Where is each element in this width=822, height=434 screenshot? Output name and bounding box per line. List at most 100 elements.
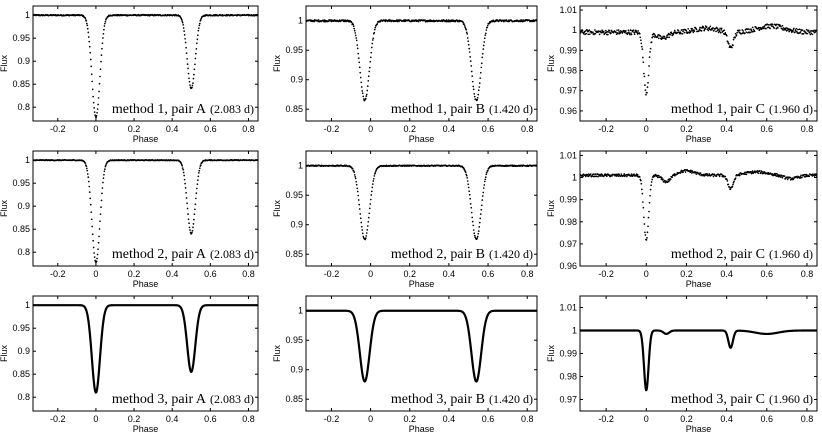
data-point [187, 218, 190, 221]
data-point [704, 27, 707, 30]
x-tick-label: 0.8 [801, 124, 814, 134]
data-point [373, 31, 376, 34]
data-point [479, 71, 482, 74]
data-point [620, 173, 623, 175]
data-point [783, 29, 785, 31]
data-point [200, 17, 203, 20]
data-point [600, 31, 603, 34]
data-point [472, 229, 475, 231]
data-point [685, 29, 687, 32]
data-point [368, 70, 371, 73]
data-point [705, 174, 708, 176]
x-tick-label: -0.2 [598, 414, 614, 424]
data-point [684, 171, 687, 173]
data-point [663, 35, 666, 38]
data-point [181, 167, 184, 169]
data-point [88, 40, 91, 43]
data-point [484, 34, 487, 37]
data-point [469, 197, 472, 200]
x-axis-title: Phase [686, 134, 712, 144]
data-point [374, 26, 377, 29]
data-point [600, 175, 602, 177]
data-point [482, 191, 485, 194]
data-point [763, 25, 766, 27]
data-point [99, 213, 102, 216]
data-point [90, 65, 93, 68]
y-tick-label: 0.8 [17, 392, 30, 402]
data-point [360, 225, 363, 228]
x-tick-label: 0.4 [166, 414, 179, 424]
data-point [640, 42, 643, 45]
panel-label-period: (1.960 d) [769, 247, 813, 261]
data-point [587, 175, 590, 178]
data-point [185, 197, 188, 199]
data-point [732, 38, 735, 41]
panel-label-text: method 1, pair C [671, 102, 765, 117]
data-point [369, 203, 372, 205]
data-point [765, 27, 767, 30]
data-point [356, 44, 359, 46]
data-point [424, 19, 426, 21]
data-point [615, 31, 617, 34]
y-tick-label: 0.85 [12, 369, 30, 379]
data-point [635, 30, 638, 33]
data-point [771, 23, 774, 26]
data-point [789, 176, 792, 179]
data-point [465, 31, 468, 34]
data-point [719, 31, 722, 34]
x-axis-title: Phase [133, 424, 159, 434]
data-point [484, 178, 487, 181]
data-point [365, 232, 368, 234]
data-point [361, 92, 364, 95]
data-point [649, 188, 652, 191]
data-point [629, 29, 632, 31]
data-point [777, 175, 780, 178]
data-point [605, 175, 608, 178]
y-tick-label: 0.99 [559, 195, 577, 205]
y-tick-label: 1 [572, 326, 577, 336]
data-point [724, 31, 727, 34]
data-point [693, 30, 696, 32]
data-point [196, 183, 199, 186]
data-point [365, 95, 368, 97]
y-tick-label: 0.9 [17, 346, 30, 356]
x-tick-label: 0.4 [720, 414, 733, 424]
data-point [762, 27, 765, 30]
data-point [180, 162, 183, 165]
data-point [196, 34, 199, 37]
y-axis-title: Flux [272, 55, 282, 73]
y-tick-label: 0.85 [12, 224, 30, 234]
data-point [469, 203, 472, 205]
y-tick-label: 0.97 [559, 86, 577, 96]
data-point [195, 48, 198, 50]
data-point [648, 201, 651, 204]
data-point [601, 29, 604, 32]
data-point [463, 23, 466, 25]
y-tick-label: 0.9 [290, 75, 303, 85]
panel-label-period: (1.960 d) [769, 102, 813, 116]
data-point [628, 31, 630, 34]
data-point [594, 173, 597, 176]
data-point [187, 67, 189, 70]
data-point [770, 25, 773, 27]
data-point [651, 36, 653, 39]
data-point [749, 31, 752, 34]
data-point [482, 187, 485, 189]
data-point [85, 20, 88, 22]
data-point [364, 97, 367, 100]
data-point [370, 46, 373, 49]
data-point [98, 228, 101, 230]
data-point [587, 33, 590, 36]
data-point [720, 27, 723, 30]
data-point [484, 32, 487, 35]
data-point [471, 216, 474, 219]
data-point [639, 36, 642, 39]
panel-label-text: method 2, pair C [671, 247, 765, 262]
data-point [480, 204, 483, 207]
data-point [182, 168, 185, 171]
data-point [680, 32, 682, 35]
data-point [482, 48, 485, 50]
data-point [646, 237, 648, 239]
data-point [779, 176, 782, 178]
data-point [471, 75, 474, 77]
